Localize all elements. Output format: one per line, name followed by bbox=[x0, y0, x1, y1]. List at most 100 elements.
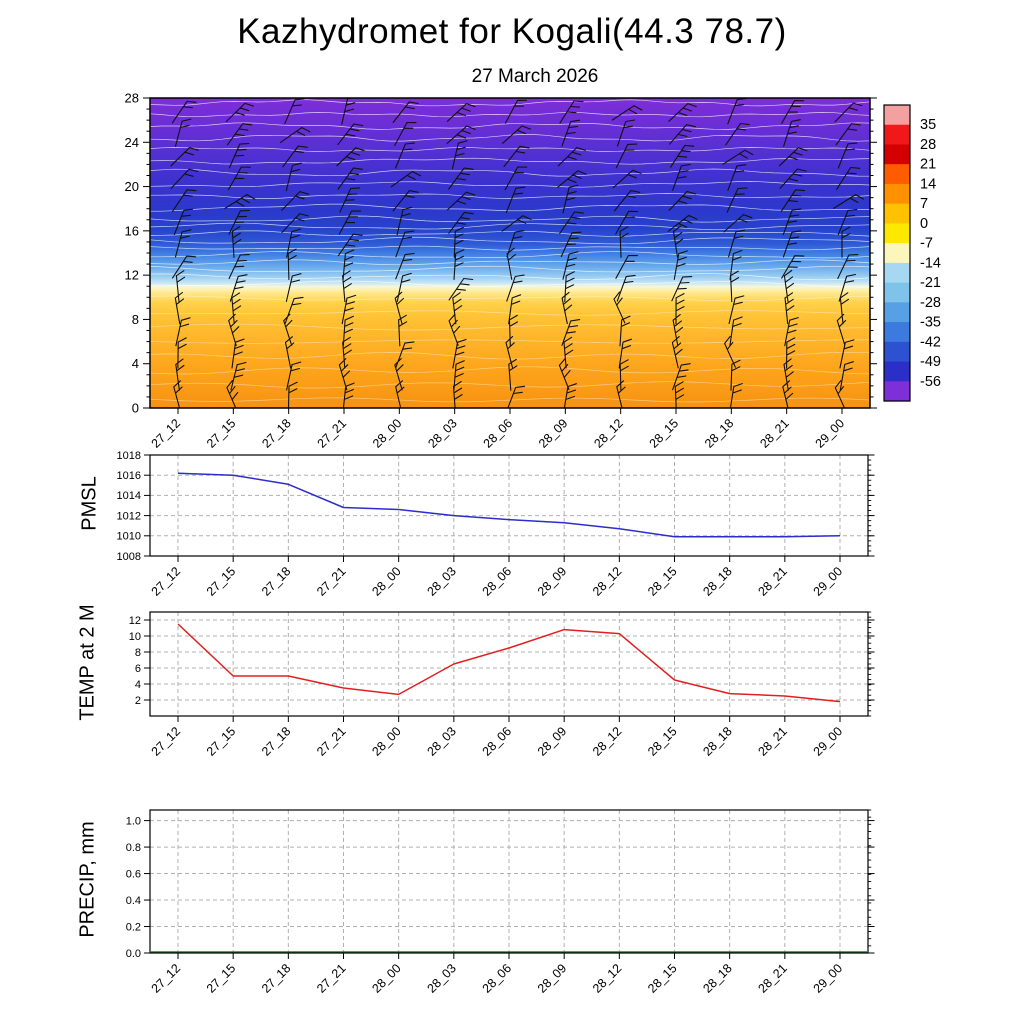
time-tick-label: 27_12 bbox=[149, 416, 184, 451]
y-tick-label: 0.8 bbox=[126, 842, 141, 854]
colorbar-tick-label: 7 bbox=[920, 196, 928, 212]
pmsl-panel: 1008 1010 1012 1014 1016 1018 27_12 27_15 27_18 2… bbox=[117, 450, 875, 599]
time-tick-label: 27_18 bbox=[259, 724, 294, 759]
time-tick-label: 27_15 bbox=[204, 564, 239, 599]
time-tick-label: 28_06 bbox=[480, 961, 515, 996]
height-tick-label: 20 bbox=[125, 179, 139, 194]
y-tick-label: 1008 bbox=[117, 551, 141, 563]
time-tick-label: 28_09 bbox=[535, 724, 570, 759]
colorbar-tick-label: 21 bbox=[920, 157, 936, 173]
upper-air-panel: 0 4 8 12 16 20 24 28 27_12 27_15 27_18 27_21 28_00 28… bbox=[125, 91, 877, 451]
time-tick-label: 28_21 bbox=[755, 564, 790, 599]
y-tick-label: 0.2 bbox=[126, 921, 141, 933]
precip-panel: 0.0 0.2 0.4 0.6 0.8 1.0 27_12 27_15 27_18 27_21 28… bbox=[126, 809, 875, 996]
time-tick-label: 28_18 bbox=[700, 961, 735, 996]
colorbar-tick-label: -56 bbox=[920, 374, 941, 390]
y-tick-label: 12 bbox=[129, 615, 141, 627]
y-tick-label: 4 bbox=[135, 679, 141, 691]
time-tick-label: 28_21 bbox=[755, 724, 790, 759]
time-tick-label: 27_15 bbox=[204, 724, 239, 759]
time-tick-label: 29_00 bbox=[811, 564, 846, 599]
time-tick-label: 28_09 bbox=[535, 961, 570, 996]
time-tick-label: 29_00 bbox=[813, 416, 848, 451]
time-tick-label: 28_06 bbox=[481, 416, 516, 451]
time-tick-label: 28_18 bbox=[700, 724, 735, 759]
height-tick-label: 16 bbox=[125, 223, 139, 238]
time-tick-label: 28_03 bbox=[425, 416, 460, 451]
time-tick-label: 28_06 bbox=[480, 564, 515, 599]
height-tick-label: 28 bbox=[125, 91, 139, 106]
time-tick-label: 28_18 bbox=[700, 564, 735, 599]
time-tick-label: 27_12 bbox=[149, 724, 184, 759]
time-tick-label: 28_00 bbox=[369, 724, 404, 759]
colorbar-tick-label: -21 bbox=[920, 275, 941, 291]
time-tick-label: 27_18 bbox=[259, 416, 294, 451]
y-tick-label: 1018 bbox=[117, 450, 141, 462]
time-tick-label: 27_12 bbox=[149, 564, 184, 599]
colorbar-tick-label: -14 bbox=[920, 255, 941, 271]
y-tick-label: 0.4 bbox=[126, 895, 141, 907]
colorbar-tick-label: 35 bbox=[920, 117, 936, 133]
colorbar-tick-label: -7 bbox=[920, 236, 933, 252]
time-tick-label: 27_21 bbox=[314, 724, 349, 759]
y-tick-label: 6 bbox=[135, 663, 141, 675]
time-tick-label: 29_00 bbox=[811, 724, 846, 759]
time-tick-label: 28_00 bbox=[369, 564, 404, 599]
y-tick-label: 2 bbox=[135, 695, 141, 707]
colorbar-tick-label: -49 bbox=[920, 354, 941, 370]
height-tick-label: 24 bbox=[125, 135, 139, 150]
time-tick-label: 28_03 bbox=[424, 961, 459, 996]
y-tick-label: 10 bbox=[129, 631, 141, 643]
height-tick-label: 0 bbox=[132, 401, 139, 416]
y-tick-label: 0.6 bbox=[126, 868, 141, 880]
time-tick-label: 28_15 bbox=[645, 724, 680, 759]
time-tick-label: 28_00 bbox=[370, 416, 405, 451]
height-tick-label: 12 bbox=[125, 268, 139, 283]
time-tick-label: 28_09 bbox=[535, 564, 570, 599]
colorbar-tick-label: 0 bbox=[920, 216, 928, 232]
y-tick-label: 8 bbox=[135, 647, 141, 659]
time-tick-label: 27_15 bbox=[204, 961, 239, 996]
time-tick-label: 27_12 bbox=[149, 961, 184, 996]
y-tick-label: 1016 bbox=[117, 470, 141, 482]
y-tick-label: 1010 bbox=[117, 531, 141, 543]
time-tick-label: 28_21 bbox=[755, 961, 790, 996]
data-line bbox=[177, 623, 841, 703]
colorbar-tick-label: -28 bbox=[920, 295, 941, 311]
colorbar-tick-label: -35 bbox=[920, 315, 941, 331]
height-tick-label: 8 bbox=[132, 312, 139, 327]
time-tick-label: 28_21 bbox=[757, 416, 792, 451]
time-tick-label: 27_21 bbox=[314, 961, 349, 996]
time-tick-label: 28_18 bbox=[702, 416, 737, 451]
time-tick-label: 28_06 bbox=[480, 724, 515, 759]
y-tick-label: 1014 bbox=[117, 490, 141, 502]
time-tick-label: 28_15 bbox=[645, 564, 680, 599]
colorbar-tick-label: 28 bbox=[920, 137, 936, 153]
height-tick-label: 4 bbox=[132, 356, 139, 371]
temp-panel: 2 4 6 8 10 12 27_12 27_15 27_18 27_21 28_00 28_03 28… bbox=[129, 611, 875, 759]
time-tick-label: 28_15 bbox=[645, 961, 680, 996]
time-tick-label: 27_21 bbox=[314, 564, 349, 599]
time-tick-label: 28_12 bbox=[590, 961, 625, 996]
colorbar-tick-label: -42 bbox=[920, 334, 941, 350]
time-tick-label: 28_12 bbox=[591, 416, 626, 451]
data-line bbox=[177, 472, 841, 538]
page-title: Kazhydromet for Kogali(44.3 78.7) bbox=[237, 12, 787, 51]
time-tick-label: 27_18 bbox=[259, 564, 294, 599]
time-tick-label: 28_00 bbox=[369, 961, 404, 996]
time-tick-label: 28_03 bbox=[424, 564, 459, 599]
y-tick-label: 1.0 bbox=[126, 815, 141, 827]
time-tick-label: 28_15 bbox=[647, 416, 682, 451]
colorbar: 35 28 21 14 7 0 -7 -14 -21 -28 -35 -42 -49 -56 bbox=[883, 104, 941, 402]
time-tick-label: 27_21 bbox=[315, 416, 350, 451]
time-tick-label: 28_12 bbox=[590, 564, 625, 599]
y-tick-label: 1012 bbox=[117, 510, 141, 522]
time-tick-label: 27_15 bbox=[204, 416, 239, 451]
time-tick-label: 27_18 bbox=[259, 961, 294, 996]
time-tick-label: 28_09 bbox=[536, 416, 571, 451]
time-tick-label: 28_12 bbox=[590, 724, 625, 759]
time-tick-label: 29_00 bbox=[811, 961, 846, 996]
colorbar-tick-label: 14 bbox=[920, 176, 936, 192]
